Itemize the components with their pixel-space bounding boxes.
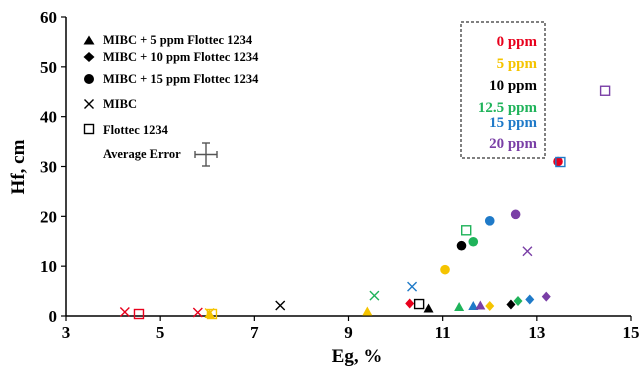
legend-label: Flottec 1234 xyxy=(103,123,169,137)
data-point-cross xyxy=(275,300,286,311)
data-point-cross xyxy=(407,281,418,292)
legend-label: MIBC + 10 ppm Flottec 1234 xyxy=(103,50,259,64)
data-point-circle xyxy=(484,216,495,226)
data-points xyxy=(119,85,611,320)
data-point-circle xyxy=(456,240,467,251)
data-point-triangle xyxy=(468,301,479,311)
concentration-label: 12.5 ppm xyxy=(478,100,538,116)
data-point-circle xyxy=(510,209,521,220)
concentration-label: 5 ppm xyxy=(497,56,538,72)
legend-cross-icon xyxy=(84,99,94,109)
y-tick-label: 50 xyxy=(40,58,57,77)
data-point-diamond xyxy=(513,296,523,307)
x-tick-label: 13 xyxy=(528,323,545,342)
data-point-cross xyxy=(522,246,533,257)
x-tick-label: 3 xyxy=(62,323,71,342)
y-tick-label: 60 xyxy=(40,8,57,27)
x-tick-label: 7 xyxy=(250,323,259,342)
axis-ticks: 3 5 7 9 11 13 15 0 10 20 30 40 50 60 xyxy=(40,8,640,342)
data-point-triangle xyxy=(362,306,373,316)
x-tick-label: 11 xyxy=(435,323,451,342)
y-tick-label: 20 xyxy=(40,207,57,226)
data-point-diamond xyxy=(541,291,551,302)
concentration-label: 20 ppm xyxy=(489,136,537,152)
error-bar-icon xyxy=(194,142,218,167)
data-point-open-square xyxy=(461,225,472,236)
legend-label: Average Error xyxy=(103,147,181,161)
data-point-open-square xyxy=(599,85,611,96)
marker-legend: MIBC + 5 ppm Flottec 1234 MIBC + 10 ppm … xyxy=(83,33,259,167)
y-tick-label: 30 xyxy=(40,158,57,177)
concentration-legend-box xyxy=(460,21,546,159)
y-axis-title: Hf, cm xyxy=(8,139,29,194)
concentration-legend: 0 ppm 5 ppm 10 ppm 12.5 ppm 15 ppm 20 pp… xyxy=(460,21,546,159)
x-tick-label: 5 xyxy=(156,323,165,342)
data-point-diamond xyxy=(525,294,535,305)
legend-triangle-icon xyxy=(83,35,95,45)
x-tick-label: 15 xyxy=(623,323,640,342)
y-tick-label: 0 xyxy=(49,307,58,326)
data-point-diamond xyxy=(405,298,415,309)
data-point-cross xyxy=(369,290,380,301)
data-point-triangle xyxy=(454,302,465,312)
x-axis-title: Eg, % xyxy=(332,346,383,367)
data-point-open-square xyxy=(555,156,566,168)
concentration-label: 15 ppm xyxy=(489,115,537,131)
concentration-label: 10 ppm xyxy=(489,78,537,94)
y-tick-label: 40 xyxy=(40,108,57,127)
legend-label: MIBC xyxy=(103,97,137,111)
data-point-circle xyxy=(440,264,450,275)
legend-circle-icon xyxy=(84,74,94,84)
data-point-circle xyxy=(468,236,479,247)
data-point-cross xyxy=(119,307,130,318)
x-tick-label: 9 xyxy=(344,323,353,342)
y-tick-label: 10 xyxy=(40,257,57,276)
legend-label: MIBC + 15 ppm Flottec 1234 xyxy=(103,72,259,86)
legend-diamond-icon xyxy=(83,52,95,62)
concentration-label: 0 ppm xyxy=(497,34,538,50)
data-point-open-square xyxy=(206,308,218,320)
legend-open-square-icon xyxy=(83,123,95,135)
data-point-open-square xyxy=(413,298,425,310)
data-point-diamond xyxy=(506,299,516,310)
data-point-triangle xyxy=(423,303,434,313)
legend-label: MIBC + 5 ppm Flottec 1234 xyxy=(103,33,253,47)
data-point-diamond xyxy=(485,301,495,312)
data-point-cross xyxy=(192,307,203,318)
data-point-triangle xyxy=(475,300,486,310)
data-point-open-square xyxy=(133,308,145,320)
